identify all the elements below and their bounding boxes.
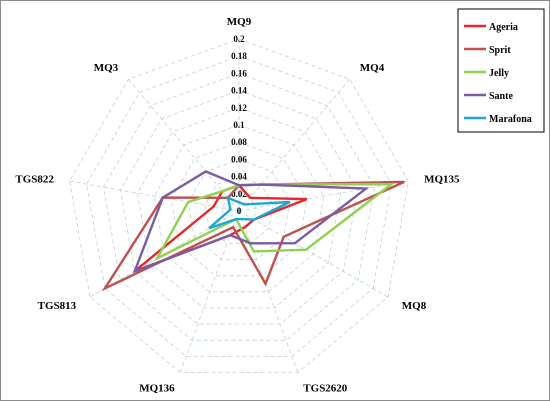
grid-ring (119, 90, 359, 325)
axis-spoke (238, 78, 350, 212)
tick-label: 0 (237, 206, 242, 216)
grid-ring (136, 107, 342, 309)
series-line-marafona (208, 195, 291, 230)
legend-label: Sante (489, 91, 513, 102)
grid-ring (103, 72, 375, 341)
tick-label: 0.16 (231, 68, 247, 78)
tick-label: 0.2 (233, 34, 245, 44)
axis-label-mq136: MQ136 (139, 383, 175, 395)
tick-label: 0.06 (231, 154, 247, 164)
grid-ring (69, 38, 409, 374)
legend: Ageria Sprit Jelly Sante Marafona (457, 8, 545, 133)
axis-label-mq9: MQ9 (227, 16, 252, 28)
legend-label: Ageria (489, 22, 518, 33)
axis-spoke (238, 210, 299, 373)
legend-label: Jelly (489, 68, 509, 79)
axis-label-mq3: MQ3 (94, 62, 119, 74)
grid-ring (187, 158, 291, 260)
grid-ring (170, 141, 308, 277)
axis-label-mq8: MQ8 (402, 300, 427, 312)
legend-box (457, 8, 545, 133)
legend-label: Marafona (489, 114, 532, 125)
tick-label: 0.02 (231, 189, 247, 199)
series-line-sante (132, 170, 370, 274)
legend-label: Sprit (489, 45, 511, 56)
axis-spoke (179, 210, 240, 373)
axis-spoke (128, 78, 240, 212)
axis-spoke (238, 210, 389, 298)
axis-spoke (238, 180, 409, 212)
radial-tick-labels: 0 0.02 0.04 0.06 0.08 0.1 0.12 0.14 0.16 0.18 0.2 (231, 34, 247, 216)
axis-spoke (69, 180, 240, 212)
radar-grid (69, 38, 409, 374)
axis-label-tgs813: TGS813 (38, 300, 77, 312)
tick-label: 0.04 (231, 172, 247, 182)
tick-label: 0.1 (233, 120, 245, 130)
tick-label: 0.08 (231, 137, 247, 147)
axis-labels: MQ9 MQ4 MQ135 MQ8 TGS2620 MQ136 TGS813 TGS822 MQ… (15, 16, 460, 395)
axis-label-mq135: MQ135 (424, 173, 460, 185)
grid-ring (153, 124, 325, 293)
axis-label-mq4: MQ4 (360, 62, 385, 74)
series-line-jelly (154, 182, 395, 262)
axis-label-tgs822: TGS822 (15, 173, 54, 185)
grid-ring (86, 55, 392, 357)
series-group (101, 170, 405, 292)
axis-label-tgs2620: TGS2620 (303, 383, 348, 395)
tick-label: 0.14 (231, 86, 247, 96)
tick-label: 0.18 (231, 51, 247, 61)
tick-label: 0.12 (231, 103, 247, 113)
